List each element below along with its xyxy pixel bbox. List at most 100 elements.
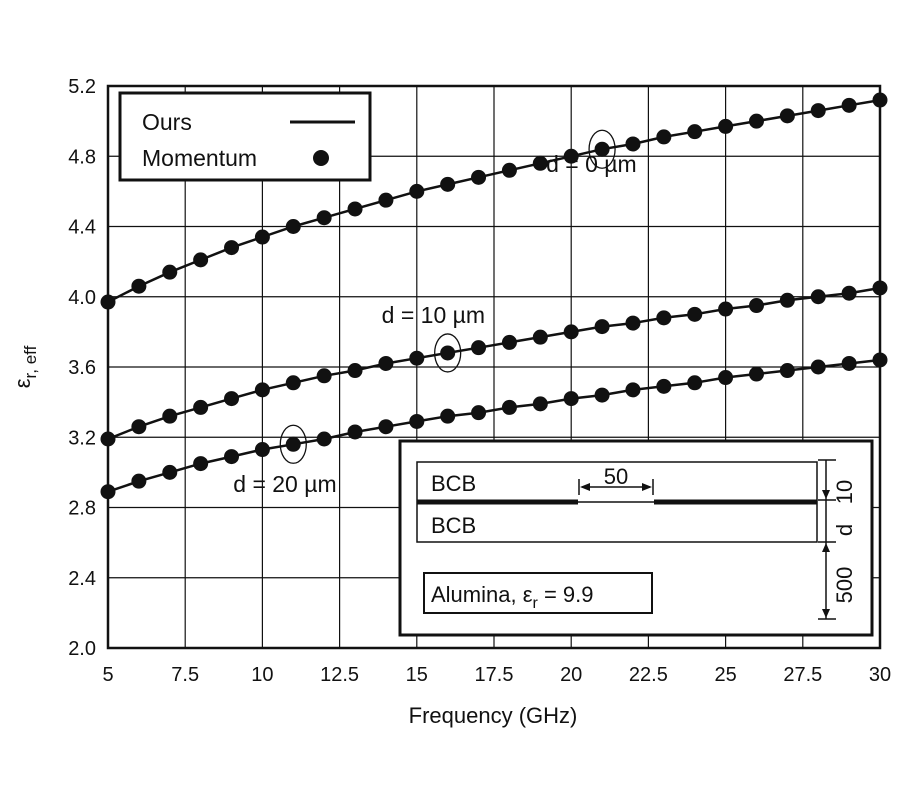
data-point	[841, 285, 857, 301]
data-point	[347, 363, 363, 379]
data-point	[532, 329, 548, 345]
width-dim-label: 50	[604, 464, 628, 489]
width-dim-arrow-right	[642, 483, 652, 491]
substrate-value: = 9.9	[538, 582, 594, 607]
data-point	[718, 118, 734, 134]
data-point	[131, 419, 147, 435]
data-point	[162, 264, 178, 280]
legend-box	[118, 91, 372, 182]
substrate-label: Alumina, εr = 9.9	[431, 582, 594, 612]
highlight-ellipse	[434, 333, 462, 373]
data-point	[748, 113, 764, 129]
data-point	[347, 201, 363, 217]
data-point	[810, 103, 826, 119]
data-point	[254, 382, 270, 398]
data-point	[656, 129, 672, 145]
dim-arrow-1	[822, 490, 830, 499]
data-point	[347, 424, 363, 440]
data-point	[779, 292, 795, 308]
data-point	[378, 419, 394, 435]
data-point	[162, 464, 178, 480]
x-tick-label: 25	[714, 664, 736, 686]
dim-label-d: d	[832, 524, 857, 536]
data-point	[872, 280, 888, 296]
dim-arrow-2	[822, 543, 830, 552]
series-annotation: d = 20 µm	[233, 471, 336, 497]
y-tick-label: 2.0	[68, 638, 96, 660]
y-tick-label: 4.4	[68, 217, 96, 239]
data-point	[193, 252, 209, 268]
data-point	[100, 294, 116, 310]
x-tick-label: 17.5	[475, 664, 514, 686]
data-point	[316, 368, 332, 384]
data-point	[193, 399, 209, 415]
inset: BCB BCB 50 Alumina, εr = 9.9 10 d 500	[398, 439, 874, 637]
substrate-label-box	[423, 572, 653, 614]
data-point	[687, 375, 703, 391]
data-point	[779, 108, 795, 124]
data-point	[254, 229, 270, 245]
x-tick-label: 27.5	[783, 664, 822, 686]
data-point	[810, 359, 826, 375]
data-point	[409, 413, 425, 429]
dim-arrow-3	[822, 609, 830, 618]
data-point	[532, 155, 548, 171]
y-axis-label: εr, eff	[10, 345, 40, 388]
data-point	[100, 431, 116, 447]
data-point	[594, 387, 610, 403]
data-point	[841, 97, 857, 113]
data-point	[563, 391, 579, 407]
data-point	[378, 192, 394, 208]
data-point	[872, 352, 888, 368]
data-point	[100, 484, 116, 500]
data-point	[440, 408, 456, 424]
data-point	[285, 375, 301, 391]
data-point	[594, 141, 610, 157]
data-point	[532, 396, 548, 412]
dim-label-500: 500	[832, 567, 857, 604]
x-tick-label: 15	[406, 664, 428, 686]
legend-label-ours: Ours	[142, 109, 192, 135]
data-point	[748, 298, 764, 314]
data-point	[687, 306, 703, 322]
data-point	[718, 301, 734, 317]
y-tick-label: 3.6	[68, 357, 96, 379]
data-point	[625, 315, 641, 331]
annotations: d = 0 µm d = 10 µm d = 20 µm	[233, 129, 637, 497]
data-point	[224, 240, 240, 256]
x-tick-label: 20	[560, 664, 582, 686]
data-point	[501, 334, 517, 350]
data-point	[656, 310, 672, 326]
data-point	[471, 405, 487, 421]
data-point	[779, 363, 795, 379]
y-tick-label: 2.8	[68, 498, 96, 520]
legend-label-momentum: Momentum	[142, 145, 257, 171]
data-point	[440, 345, 456, 361]
highlight-ellipse	[279, 424, 307, 464]
bcb-bottom-label: BCB	[431, 513, 476, 538]
data-point	[285, 436, 301, 452]
y-tick-label: 3.2	[68, 427, 96, 449]
data-point	[378, 355, 394, 371]
data-point	[748, 366, 764, 382]
series-annotation: d = 0 µm	[546, 151, 637, 177]
data-point	[471, 340, 487, 356]
data-point	[471, 169, 487, 185]
data-point	[625, 382, 641, 398]
data-point	[409, 183, 425, 199]
x-tick-label: 22.5	[629, 664, 668, 686]
data-point	[254, 442, 270, 458]
data-point	[625, 136, 641, 152]
y-tick-label: 5.2	[68, 76, 96, 98]
substrate-label-sub: r	[533, 595, 539, 612]
data-point	[316, 431, 332, 447]
x-axis-label: Frequency (GHz)	[409, 703, 578, 728]
data-point	[316, 210, 332, 226]
data-point	[563, 148, 579, 164]
data-point	[224, 391, 240, 407]
data-point	[718, 370, 734, 386]
legend: Ours Momentum	[118, 91, 372, 182]
data-point	[501, 162, 517, 178]
x-tick-label: 30	[869, 664, 891, 686]
